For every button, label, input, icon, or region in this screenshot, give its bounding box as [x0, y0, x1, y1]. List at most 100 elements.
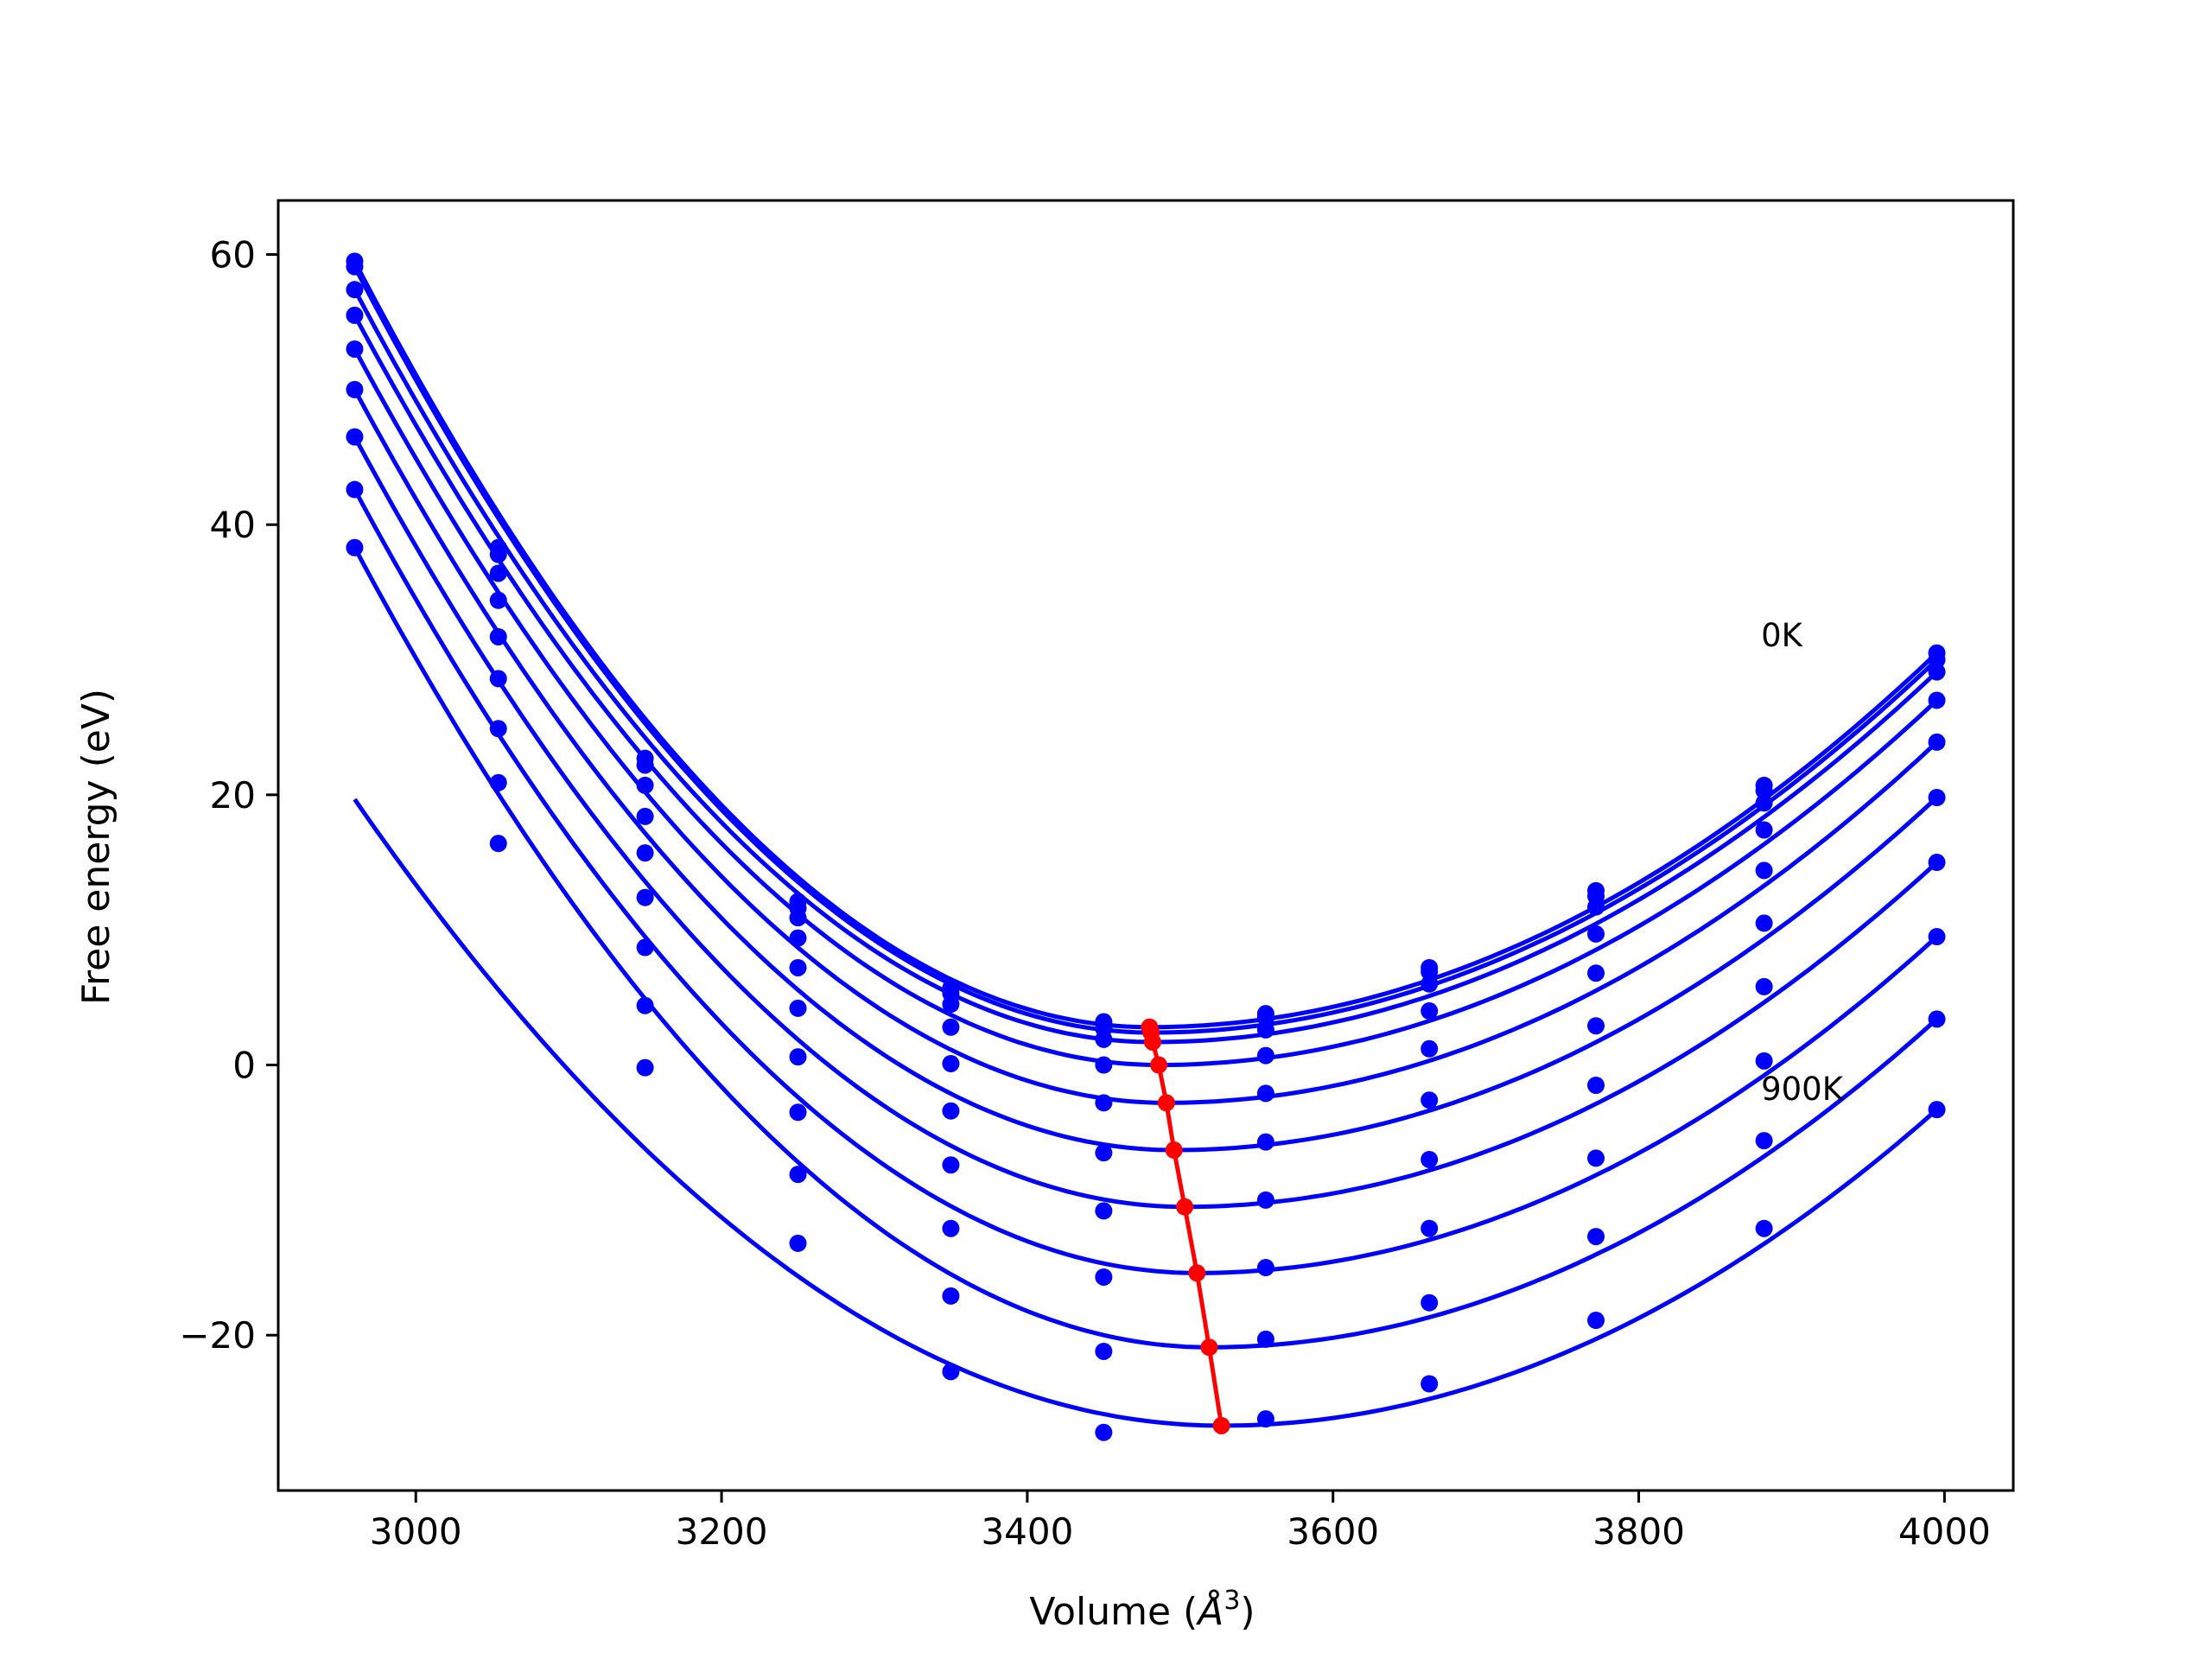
data-point	[489, 545, 507, 563]
data-point	[942, 1054, 960, 1072]
data-point	[1755, 821, 1773, 839]
minimum-point	[1150, 1056, 1168, 1074]
y-tick-label: 0	[232, 1045, 256, 1087]
data-point	[1928, 1010, 1946, 1028]
data-point	[1755, 1132, 1773, 1150]
x-tick-label: 3800	[1592, 1510, 1685, 1553]
minimum-point	[1165, 1141, 1183, 1160]
data-point	[1421, 1002, 1439, 1020]
data-point	[346, 340, 364, 358]
data-point	[489, 627, 507, 645]
fit-curve	[353, 435, 1939, 1210]
minimum-point	[1212, 1416, 1230, 1434]
data-point	[489, 591, 507, 609]
data-point	[636, 756, 654, 774]
fit-curve	[353, 488, 1939, 1275]
y-tick-label: 20	[210, 774, 256, 817]
data-point	[789, 958, 807, 976]
data-point	[789, 1103, 807, 1122]
data-point	[1928, 854, 1946, 872]
data-point	[942, 1102, 960, 1120]
data-point	[942, 1018, 960, 1036]
fit-curves	[353, 260, 1939, 1428]
y-tick-label: 60	[210, 234, 256, 276]
y-axis: −20 0 20 40 60	[179, 234, 278, 1357]
fit-curve	[353, 260, 1939, 1030]
data-point	[942, 995, 960, 1014]
data-point	[1587, 925, 1605, 943]
data-point	[1587, 1228, 1605, 1246]
x-tick-label: 3400	[981, 1510, 1073, 1553]
data-point	[1095, 1030, 1113, 1048]
x-tick-label: 3600	[1287, 1510, 1379, 1553]
data-point	[1256, 1020, 1274, 1039]
data-point	[346, 428, 364, 446]
data-point	[942, 1363, 960, 1381]
data-point	[1928, 733, 1946, 751]
data-point	[636, 938, 654, 957]
data-point	[1421, 1039, 1439, 1058]
data-point	[489, 835, 507, 853]
y-tick-label: 40	[210, 504, 256, 546]
data-point	[942, 1156, 960, 1174]
data-point	[1095, 1144, 1113, 1162]
fit-curve	[353, 314, 1939, 1067]
data-point	[1587, 964, 1605, 982]
data-point	[1928, 789, 1946, 807]
data-point	[942, 1287, 960, 1305]
data-point	[789, 1234, 807, 1252]
data-point	[489, 773, 507, 791]
data-point	[1928, 651, 1946, 669]
data-point	[789, 1048, 807, 1066]
data-point	[636, 776, 654, 794]
data-point	[1587, 1017, 1605, 1035]
data-point	[346, 380, 364, 398]
plot-area	[276, 199, 2015, 1492]
data-point	[1587, 1312, 1605, 1330]
data-point	[1421, 1219, 1439, 1237]
fit-curve	[353, 546, 1939, 1350]
data-point	[1421, 975, 1439, 993]
data-point	[1421, 1091, 1439, 1109]
data-point	[942, 1219, 960, 1237]
data-point	[1755, 977, 1773, 995]
plot-frame	[276, 199, 2015, 1492]
temperature-annotation: 900K	[1761, 1071, 1845, 1108]
data-point	[1928, 663, 1946, 681]
data-points	[346, 252, 1946, 1441]
minimum-point	[1188, 1264, 1206, 1282]
data-point	[1421, 963, 1439, 981]
data-point	[1095, 1056, 1113, 1074]
data-point	[1256, 1008, 1274, 1027]
minimum-point	[1157, 1094, 1175, 1112]
data-point	[1095, 1094, 1113, 1112]
fit-curve	[353, 798, 1939, 1428]
x-tick-label: 3200	[676, 1510, 768, 1553]
minimum-point	[1200, 1338, 1218, 1357]
data-point	[636, 844, 654, 862]
data-point	[1587, 898, 1605, 916]
x-axis: 3000 3200 3400 3600 3800 4000	[370, 1491, 1991, 1553]
x-axis-label: Volume (Å3)	[1029, 1586, 1255, 1634]
data-point	[1421, 1375, 1439, 1393]
y-tick-label: −20	[179, 1314, 256, 1357]
data-point	[636, 1058, 654, 1077]
data-point	[1755, 1052, 1773, 1070]
minimum-line	[1141, 1018, 1230, 1434]
x-tick-label: 3000	[370, 1510, 462, 1553]
data-point	[489, 564, 507, 582]
data-point	[1256, 1133, 1274, 1151]
fit-curve	[353, 388, 1939, 1153]
data-point	[346, 480, 364, 499]
data-point	[1095, 1342, 1113, 1360]
data-point	[1755, 1219, 1773, 1237]
data-point	[636, 996, 654, 1014]
data-point	[346, 538, 364, 556]
data-point	[636, 807, 654, 825]
data-point	[789, 999, 807, 1017]
data-point	[636, 888, 654, 906]
data-point	[1755, 782, 1773, 800]
data-point	[1256, 1259, 1274, 1277]
data-point	[789, 1166, 807, 1184]
